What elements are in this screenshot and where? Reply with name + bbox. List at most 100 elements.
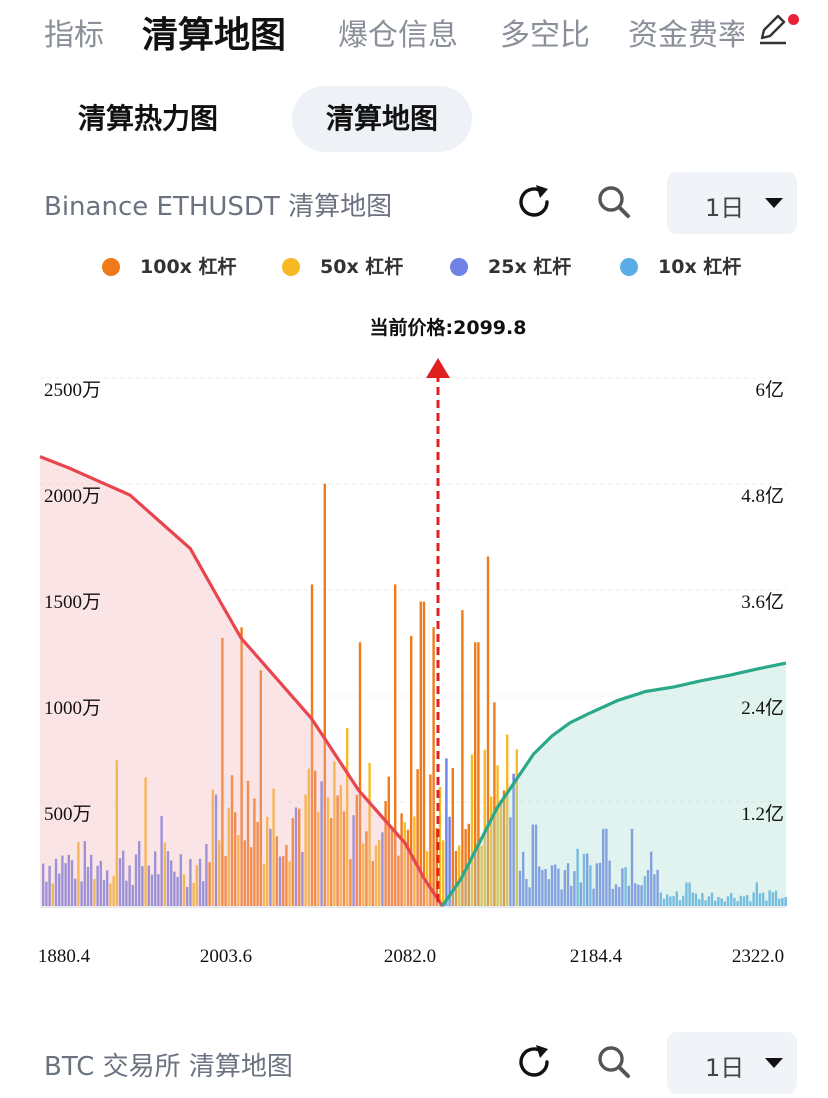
liquidation-bar — [573, 871, 576, 906]
refresh-icon[interactable] — [514, 182, 554, 222]
legend-50x[interactable]: 50x 杠杆 — [282, 252, 403, 280]
long-cumulative-line — [39, 455, 444, 907]
liquidation-bar — [374, 845, 378, 906]
liquidation-bar — [490, 796, 493, 906]
liquidation-bar — [493, 702, 496, 906]
liquidation-bar — [605, 828, 608, 906]
liquidation-bar — [723, 901, 726, 906]
liquidation-bar — [669, 896, 672, 906]
liquidation-bar — [387, 776, 390, 906]
current-price-arrow — [426, 358, 450, 378]
liquidation-bar — [70, 860, 74, 906]
liquidation-bar — [106, 870, 109, 906]
chevron-down-icon — [765, 198, 783, 208]
liquidation-bar — [307, 768, 310, 906]
edit-icon[interactable] — [756, 12, 799, 48]
liquidation-bar — [598, 862, 602, 906]
legend-25x[interactable]: 25x 杠杆 — [450, 252, 571, 280]
search-icon[interactable] — [594, 1042, 634, 1082]
liquidation-bar — [285, 844, 288, 906]
tab-liquidation-map[interactable]: 清算地图 — [142, 15, 287, 56]
liquidation-chart: 2500万 6亿 2000万 4.8亿 1500万 3.6亿 1000万 2.4亿 500万 1.… — [38, 316, 787, 967]
x-tick: 2003.6 — [200, 946, 252, 967]
liquidation-bar — [778, 898, 781, 906]
refresh-icon[interactable] — [514, 1042, 554, 1082]
liquidation-bar — [461, 610, 464, 906]
liquidation-bar — [714, 900, 717, 906]
liquidation-bar — [646, 869, 650, 906]
liquidation-bar — [618, 887, 621, 906]
liquidation-bar — [138, 841, 141, 906]
liquidation-bar — [534, 824, 538, 906]
liquidation-bar — [192, 882, 195, 906]
tab-indicators[interactable]: 指标 — [44, 18, 104, 53]
liquidation-bar — [381, 832, 384, 906]
liquidation-bar — [378, 840, 381, 906]
liquidation-bar — [554, 864, 557, 906]
chart-grid — [40, 377, 786, 908]
liquidation-bar — [189, 858, 192, 906]
liquidation-bar — [477, 642, 480, 906]
liquidation-bar — [416, 769, 419, 906]
liquidation-bar — [765, 900, 768, 906]
subtab-heatmap[interactable]: 清算热力图 — [77, 102, 218, 135]
liquidation-bar — [304, 794, 307, 906]
liquidation-bar — [691, 892, 694, 906]
second-period-select[interactable]: 1日 — [667, 1032, 797, 1094]
liquidation-bar — [346, 728, 349, 906]
liquidation-bar — [301, 851, 304, 906]
liquidation-bar — [173, 871, 176, 906]
liquidation-bar — [682, 895, 685, 906]
liquidation-bar — [230, 775, 234, 906]
notification-dot — [788, 14, 799, 25]
search-icon[interactable] — [594, 182, 634, 222]
y-left-tick: 1000万 — [44, 698, 101, 719]
liquidation-bar — [365, 831, 368, 906]
liquidation-bar — [480, 845, 483, 906]
legend-10x[interactable]: 10x 杠杆 — [620, 252, 741, 280]
liquidation-bar — [202, 881, 205, 906]
legend-swatch-25x — [450, 258, 468, 276]
liquidation-bar — [656, 869, 659, 906]
liquidation-bar — [64, 863, 67, 906]
liquidation-bar — [733, 897, 736, 906]
tab-long-short-ratio[interactable]: 多空比 — [500, 18, 590, 53]
liquidation-bar — [576, 848, 579, 906]
liquidation-bar — [634, 883, 637, 906]
tab-funding-rate-clip: 资金费率 — [628, 0, 744, 64]
liquidation-bar — [330, 818, 333, 906]
subtab-liquidation-map[interactable]: 清算地图 — [292, 86, 472, 152]
liquidation-bar — [246, 780, 250, 906]
liquidation-bar — [538, 866, 541, 906]
liquidation-bar — [579, 882, 582, 906]
y-left-tick: 1500万 — [44, 592, 101, 613]
liquidation-bar — [182, 874, 186, 906]
period-select[interactable]: 1日 — [667, 172, 797, 234]
liquidation-bar — [627, 885, 630, 906]
liquidation-bar — [675, 891, 678, 906]
tab-funding-rate[interactable]: 资金费率 — [628, 18, 744, 53]
liquidation-bar — [544, 868, 547, 906]
tab-liquidation-info[interactable]: 爆仓信息 — [338, 18, 458, 53]
liquidation-bar — [739, 895, 742, 906]
liquidation-bar — [61, 855, 64, 906]
legend-100x[interactable]: 100x 杠杆 — [102, 252, 237, 280]
liquidation-bar — [608, 860, 611, 906]
liquidation-bar — [384, 801, 387, 906]
liquidation-bar — [758, 893, 762, 906]
liquidation-bar — [288, 861, 291, 906]
legend-swatch-50x — [282, 258, 300, 276]
liquidation-bar — [176, 876, 179, 906]
liquidation-bar — [342, 811, 346, 906]
liquidation-bar — [550, 865, 554, 906]
period-value: 1日 — [705, 194, 745, 222]
liquidation-bar — [515, 749, 518, 906]
liquidation-bar — [109, 883, 112, 906]
liquidation-bar — [698, 899, 701, 906]
liquidation-bar — [352, 815, 355, 906]
liquidation-bar — [310, 584, 314, 906]
liquidation-bar — [429, 774, 432, 906]
short-cumulative-area — [442, 663, 786, 906]
liquidation-bar — [278, 856, 282, 906]
liquidation-bar — [784, 897, 787, 906]
